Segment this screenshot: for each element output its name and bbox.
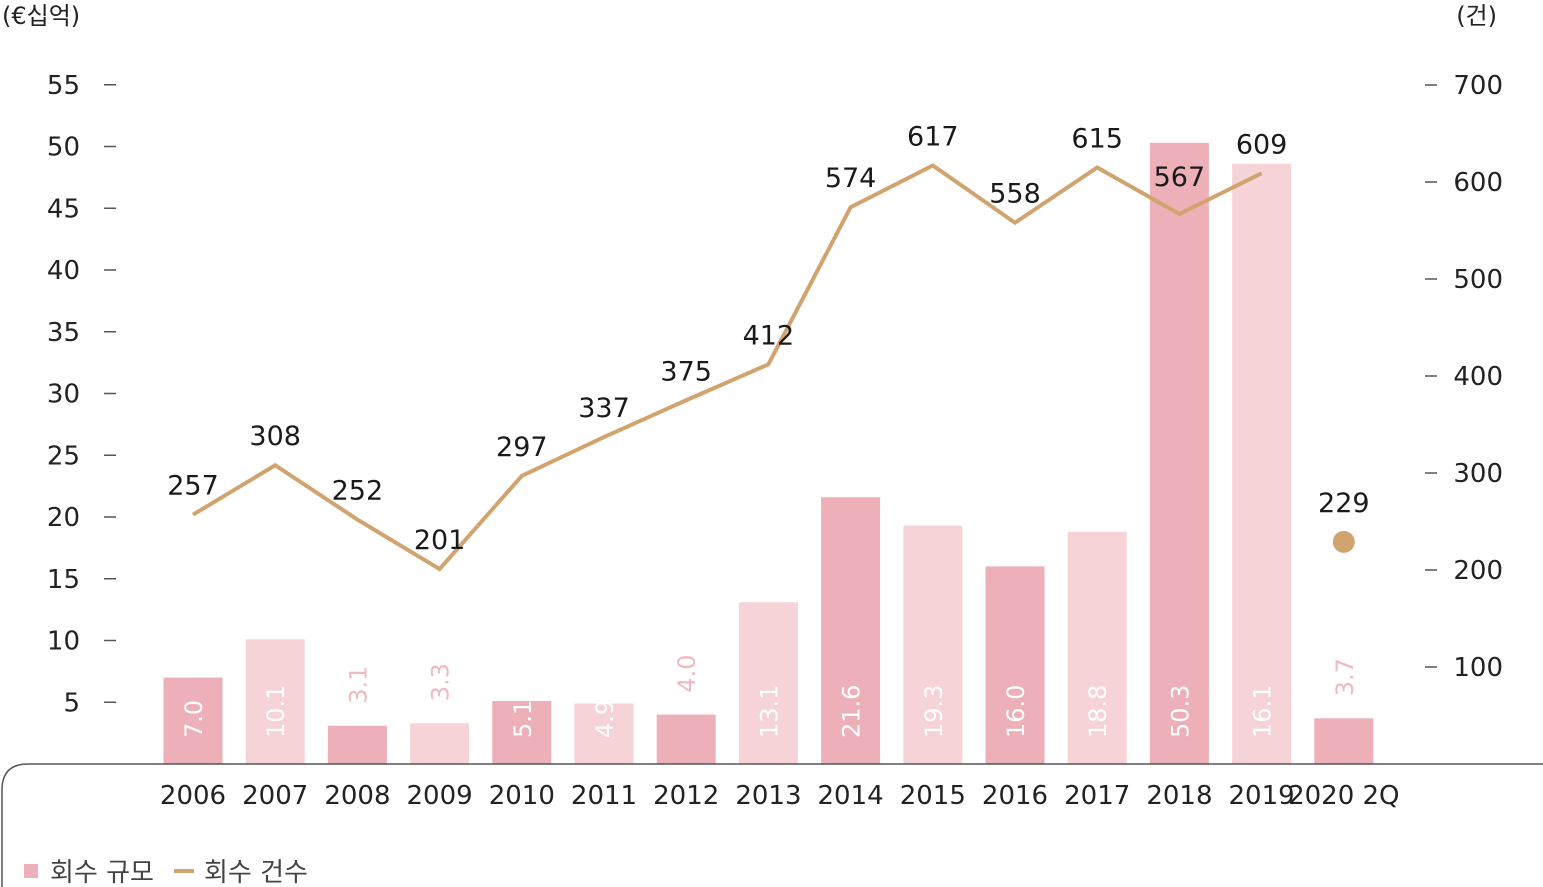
x-tick-label: 2015 xyxy=(900,781,966,811)
bar-2012 xyxy=(656,714,716,764)
line-value-label: 297 xyxy=(496,432,548,463)
legend-bar-label: 회수 규모 xyxy=(50,858,154,887)
line-value-label: 229 xyxy=(1318,488,1370,519)
x-tick-label: 2006 xyxy=(160,781,226,811)
bar-2006 xyxy=(163,677,223,764)
line-value-label: 308 xyxy=(249,421,301,452)
x-tick-label: 2019 xyxy=(1229,781,1295,811)
right-tick-label: 500 xyxy=(1453,265,1503,295)
count-line xyxy=(191,163,1263,572)
legend-bar-swatch xyxy=(24,864,38,878)
left-tick-label: 45 xyxy=(47,194,80,224)
right-tick-label: 600 xyxy=(1453,168,1503,198)
bar-2018 xyxy=(1149,142,1209,765)
line-value-label: 567 xyxy=(1154,162,1206,193)
x-tick-label: 2009 xyxy=(407,781,473,811)
bar-2013 xyxy=(738,602,798,764)
left-tick-label: 55 xyxy=(47,71,80,101)
line-value-label: 257 xyxy=(167,471,219,502)
bar-labels: 7.0 10.1 3.1 3.3 5.1 4.9 4.0 13.1 21.6 19.3 16.0 18… xyxy=(180,654,1359,738)
bar-value-label: 4.9 xyxy=(591,700,619,738)
x-axis-baseline xyxy=(1,763,1543,887)
bar-value-label: 3.3 xyxy=(427,663,455,701)
bars xyxy=(163,142,1374,765)
bar-2011 xyxy=(574,703,634,764)
line-value-label: 574 xyxy=(825,163,877,194)
left-tick-label: 20 xyxy=(47,503,80,533)
line-value-label: 337 xyxy=(578,393,630,424)
x-tick-label: 2007 xyxy=(242,781,308,811)
x-tick-label: 2014 xyxy=(818,781,884,811)
x-tick-label: 2016 xyxy=(982,781,1048,811)
right-tick-label: 200 xyxy=(1453,556,1503,586)
bar-value-label: 3.1 xyxy=(344,666,372,704)
x-tick-label: 2012 xyxy=(653,781,719,811)
x-tick-label: 2011 xyxy=(571,781,637,811)
line-value-label: 375 xyxy=(660,356,712,387)
bar-value-label: 50.3 xyxy=(1166,685,1194,738)
bar-value-label: 10.1 xyxy=(262,685,290,738)
bar-2008 xyxy=(327,725,387,764)
bar-value-label: 18.8 xyxy=(1084,685,1112,738)
left-tick-label: 50 xyxy=(47,133,80,163)
x-tick-label: 2008 xyxy=(324,781,390,811)
x-axis: 2006 2007 2008 2009 2010 2011 2012 2013 2014 2015… xyxy=(160,781,1400,811)
right-tick-label: 100 xyxy=(1453,653,1503,683)
x-tick-label: 2013 xyxy=(735,781,801,811)
right-axis-unit: (건) xyxy=(1456,2,1497,30)
line-value-label: 558 xyxy=(989,179,1041,210)
bar-value-label: 3.7 xyxy=(1331,658,1359,696)
bar-2017 xyxy=(1067,531,1127,764)
line-series xyxy=(191,163,1355,572)
right-axis: (건) 100 200 300 400 500 600 700 xyxy=(1425,2,1503,683)
line-value-label: 615 xyxy=(1071,123,1123,154)
right-tick-label: 400 xyxy=(1453,362,1503,392)
bar-value-label: 13.1 xyxy=(755,685,783,738)
bar-2014 xyxy=(821,497,881,764)
line-value-label: 252 xyxy=(332,476,384,507)
bar-2019 xyxy=(1232,163,1292,765)
line-value-label: 609 xyxy=(1236,129,1288,160)
bar-2010 xyxy=(492,701,552,764)
legend: 회수 규모 회수 건수 xyxy=(24,858,308,887)
x-tick-label: 2017 xyxy=(1064,781,1130,811)
left-tick-label: 30 xyxy=(47,380,80,410)
bar-value-label: 7.0 xyxy=(180,700,208,738)
line-value-label: 617 xyxy=(907,122,959,153)
left-tick-label: 10 xyxy=(47,627,80,657)
left-tick-label: 25 xyxy=(47,441,80,471)
bar-value-label: 5.1 xyxy=(509,700,537,738)
baseline-line xyxy=(1,763,1543,887)
right-tick-label: 300 xyxy=(1453,459,1503,489)
bar-2007 xyxy=(245,639,305,764)
bar-2020-2Q xyxy=(1314,718,1374,764)
bar-value-label: 16.0 xyxy=(1002,685,1030,738)
left-axis: (€십억) 5 10 15 20 25 30 35 40 45 50 55 xyxy=(2,2,116,718)
x-tick-label: 2010 xyxy=(489,781,555,811)
line-labels: 257 308 252 201 297 337 375 412 574 617 558 615 567 6… xyxy=(167,122,1369,557)
bar-value-label: 19.3 xyxy=(920,685,948,738)
left-tick-label: 35 xyxy=(47,318,80,348)
line-value-label: 412 xyxy=(743,320,795,351)
x-tick-label: 2018 xyxy=(1146,781,1212,811)
left-tick-label: 40 xyxy=(47,256,80,286)
right-tick-label: 700 xyxy=(1453,71,1503,101)
line-value-label: 201 xyxy=(414,525,466,556)
bar-value-label: 4.0 xyxy=(673,654,701,692)
bar-2015 xyxy=(903,525,963,764)
left-tick-label: 15 xyxy=(47,565,80,595)
bar-value-label: 16.1 xyxy=(1249,685,1277,738)
x-tick-label: 2020 2Q xyxy=(1288,781,1399,811)
count-point-2020-2Q xyxy=(1332,530,1355,553)
legend-line-label: 회수 건수 xyxy=(204,858,308,887)
bar-2009 xyxy=(410,723,470,764)
left-axis-unit: (€십억) xyxy=(2,2,80,30)
left-tick-label: 5 xyxy=(63,688,80,718)
bar-2016 xyxy=(985,566,1045,764)
bar-value-label: 21.6 xyxy=(838,685,866,738)
